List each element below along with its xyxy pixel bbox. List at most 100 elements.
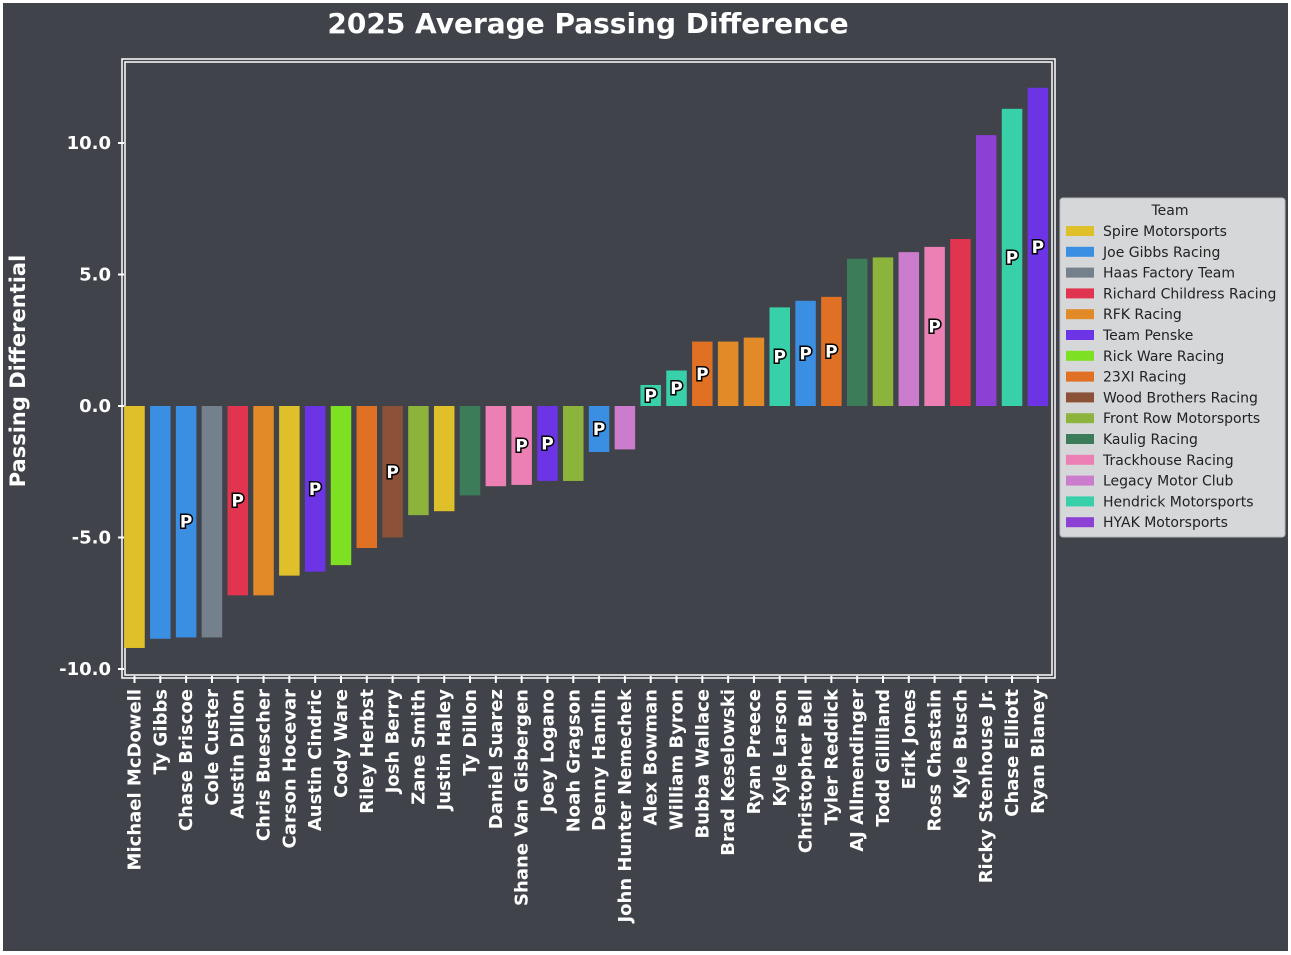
pole-marker: P: [928, 317, 940, 337]
bar: [640, 384, 661, 406]
bar: [150, 406, 171, 639]
x-tick-label: Ryan Blaney: [1028, 689, 1049, 814]
legend-label: Trackhouse Racing: [1102, 453, 1234, 469]
x-tick-label: Ty Gibbs: [150, 689, 171, 775]
bar: [924, 246, 945, 406]
x-tick-label: Ross Chastain: [925, 689, 946, 832]
legend: Team Spire Motorsports Joe Gibbs Racing Ha…: [1059, 197, 1286, 538]
pole-marker: P: [799, 344, 811, 364]
pole-marker: P: [1032, 238, 1044, 258]
legend-label: Joe Gibbs Racing: [1102, 245, 1220, 261]
legend-label: Kaulig Racing: [1103, 432, 1198, 448]
bar: [1001, 108, 1023, 406]
x-tick-label: Austin Dillon: [228, 689, 249, 819]
pole-marker: P: [670, 379, 682, 399]
chart-title: 2025 Average Passing Difference: [327, 7, 848, 40]
pole-marker: P: [825, 342, 837, 362]
y-axis-label: Passing Differential: [6, 255, 30, 488]
plot-area-frame: [121, 58, 1056, 679]
bar: [872, 257, 894, 406]
legend-swatch: [1066, 288, 1094, 299]
x-tick-label: Tyler Reddick: [821, 688, 842, 825]
legend-label: Rick Ware Racing: [1103, 349, 1224, 365]
x-axis: Michael McDowell Ty Gibbs Chase Briscoe Col…: [125, 676, 1049, 925]
legend-swatch: [1066, 309, 1094, 320]
bar: [666, 370, 687, 406]
x-tick-label: Kyle Larson: [770, 689, 791, 807]
legend-label: Haas Factory Team: [1103, 266, 1235, 282]
legend-label: RFK Racing: [1103, 307, 1182, 323]
x-tick-label: Cole Custer: [202, 689, 223, 806]
legend-label: Legacy Motor Club: [1103, 474, 1234, 490]
x-tick-label: Josh Berry: [383, 689, 404, 796]
bar: [1027, 87, 1049, 407]
bar: [253, 406, 274, 596]
x-tick-label: Brad Keselowski: [718, 689, 739, 856]
legend-label: Spire Motorsports: [1103, 224, 1227, 240]
bar: [201, 406, 223, 638]
x-tick-label: Austin Cindric: [305, 689, 326, 831]
pole-marker: P: [774, 348, 786, 368]
x-tick-label: Carson Hocevar: [279, 689, 300, 849]
legend-label: 23XI Racing: [1103, 370, 1186, 386]
x-tick-label: William Byron: [667, 689, 688, 830]
bar: [588, 406, 610, 453]
x-tick-label: Ryan Preece: [744, 689, 765, 814]
bar-chart: 2025 Average Passing Difference Passing …: [6, 7, 1286, 925]
bar: [459, 406, 481, 496]
legend-box: [1059, 197, 1286, 538]
bar: [821, 296, 842, 406]
x-tick-label: Zane Smith: [408, 689, 429, 805]
bar: [846, 258, 868, 406]
y-tick-label: 0.0: [79, 396, 111, 417]
pole-marker: P: [180, 513, 192, 533]
x-tick-label: Shane Van Gisbergen: [512, 689, 533, 906]
bar: [408, 406, 429, 516]
bar: [175, 406, 197, 638]
bar: [950, 238, 971, 406]
legend-swatch: [1066, 475, 1094, 486]
pole-marker: P: [309, 480, 321, 500]
x-tick-label: Kyle Busch: [950, 689, 971, 799]
bar: [485, 406, 507, 487]
x-tick-label: Ricky Stenhouse Jr.: [976, 689, 997, 883]
bar: [511, 406, 532, 485]
x-tick-label: Justin Haley: [434, 689, 455, 813]
pole-marker: P: [541, 434, 553, 454]
bar: [227, 406, 248, 596]
pole-marker: P: [593, 420, 605, 440]
x-tick-label: Alex Bowman: [641, 689, 662, 826]
y-tick-label: -10.0: [59, 659, 111, 680]
chart-canvas: 2025 Average Passing Difference Passing …: [3, 3, 1288, 951]
legend-items: Spire Motorsports Joe Gibbs Racing Haas Fa…: [1066, 224, 1276, 531]
bar: [124, 406, 145, 648]
bar: [692, 341, 713, 406]
pole-marker: P: [232, 492, 244, 512]
x-tick-label: Denny Hamlin: [589, 689, 610, 831]
legend-swatch: [1066, 454, 1094, 465]
legend-label: Team Penske: [1102, 328, 1193, 344]
x-tick-label: Erik Jones: [899, 689, 920, 789]
bar: [769, 307, 790, 406]
y-tick-label: 10.0: [67, 133, 111, 154]
bar: [433, 406, 455, 512]
x-tick-label: Michael McDowell: [125, 689, 146, 870]
legend-label: Front Row Motorsports: [1103, 411, 1260, 427]
pole-marker: P: [696, 365, 708, 385]
bar: [537, 406, 558, 481]
bar: [975, 135, 997, 407]
bar: [743, 337, 765, 406]
x-tick-label: Bubba Wallace: [692, 689, 713, 838]
legend-swatch: [1066, 413, 1094, 424]
plot-area-inner-frame: [124, 61, 1053, 676]
x-tick-label: Joey Logano: [537, 689, 558, 814]
bar: [304, 406, 326, 572]
legend-swatch: [1066, 267, 1094, 278]
pole-marker: P: [386, 463, 398, 483]
x-tick-label: Riley Herbst: [357, 689, 378, 814]
x-tick-label: AJ Allmendinger: [847, 689, 868, 852]
bar: [795, 300, 816, 406]
bar: [356, 406, 378, 549]
legend-label: HYAK Motorsports: [1103, 515, 1228, 531]
legend-label: Wood Brothers Racing: [1103, 390, 1258, 406]
